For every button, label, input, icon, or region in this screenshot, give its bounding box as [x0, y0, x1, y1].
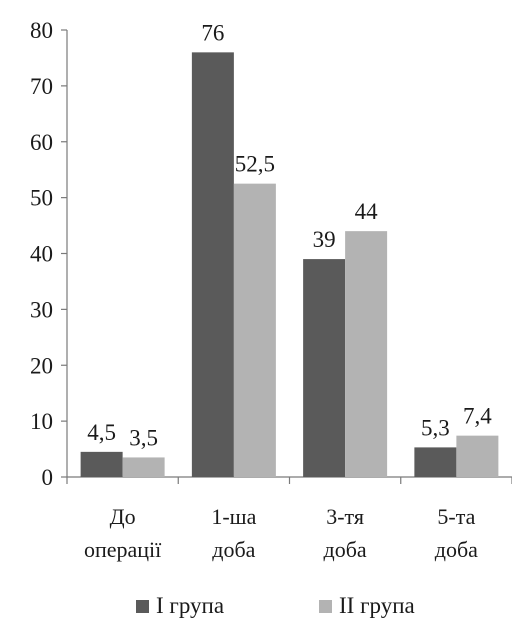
category-label: 1-ша	[211, 504, 256, 529]
y-tick-label: 40	[30, 242, 53, 267]
y-tick-label: 0	[42, 465, 54, 490]
legend-swatch	[136, 600, 149, 613]
bar-series-1	[80, 451, 123, 477]
data-label: 5,3	[421, 415, 450, 440]
category-label: До	[110, 504, 136, 529]
data-labels: 4,5 3,5 76 52,5 39 44 5,3 7,4	[87, 20, 492, 450]
x-axis: До операції 1-ша доба 3-тя доба 5-та доба	[66, 476, 512, 562]
data-label: 4,5	[87, 420, 116, 445]
data-label: 3,5	[129, 425, 158, 450]
bar-series-1	[303, 259, 346, 477]
y-tick-label: 10	[30, 409, 53, 434]
category-label: доба	[212, 537, 255, 562]
bar-series-2	[233, 183, 276, 477]
legend-swatch	[319, 600, 332, 613]
legend-label: II група	[339, 593, 415, 618]
bar-series-1	[414, 447, 457, 477]
y-tick-label: 70	[30, 74, 53, 99]
data-label: 44	[355, 199, 379, 224]
data-label: 52,5	[235, 152, 275, 177]
y-tick-label: 80	[30, 18, 53, 43]
bar-series-2	[345, 231, 388, 477]
data-label: 39	[313, 227, 336, 252]
y-tick-label: 60	[30, 130, 53, 155]
category-label: доба	[324, 537, 367, 562]
bar-series-2	[456, 435, 499, 477]
y-tick-label: 50	[30, 186, 53, 211]
data-label: 76	[201, 20, 224, 45]
y-axis: 0 10 20 30 40 50 60 70 80	[30, 18, 68, 490]
legend-label: I група	[156, 593, 224, 618]
category-label: 5-та	[437, 504, 475, 529]
legend: I група II група	[136, 593, 415, 618]
bars	[80, 52, 499, 477]
data-label: 7,4	[463, 404, 492, 429]
bar-series-2	[122, 457, 165, 477]
y-tick-label: 30	[30, 297, 53, 322]
category-label: 3-тя	[326, 504, 364, 529]
bar-series-1	[191, 52, 234, 477]
y-tick-label: 20	[30, 353, 53, 378]
category-label: доба	[435, 537, 478, 562]
category-label: операції	[84, 537, 162, 562]
